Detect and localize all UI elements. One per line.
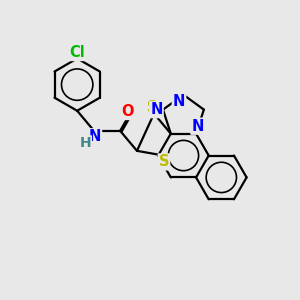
Text: N: N [191,119,204,134]
Text: H: H [79,136,91,150]
Text: N: N [173,94,185,109]
Text: Cl: Cl [69,45,85,60]
Text: O: O [121,104,134,119]
Text: N: N [150,102,163,117]
Text: N: N [89,129,101,144]
Text: S: S [147,100,158,115]
Text: S: S [159,154,169,169]
